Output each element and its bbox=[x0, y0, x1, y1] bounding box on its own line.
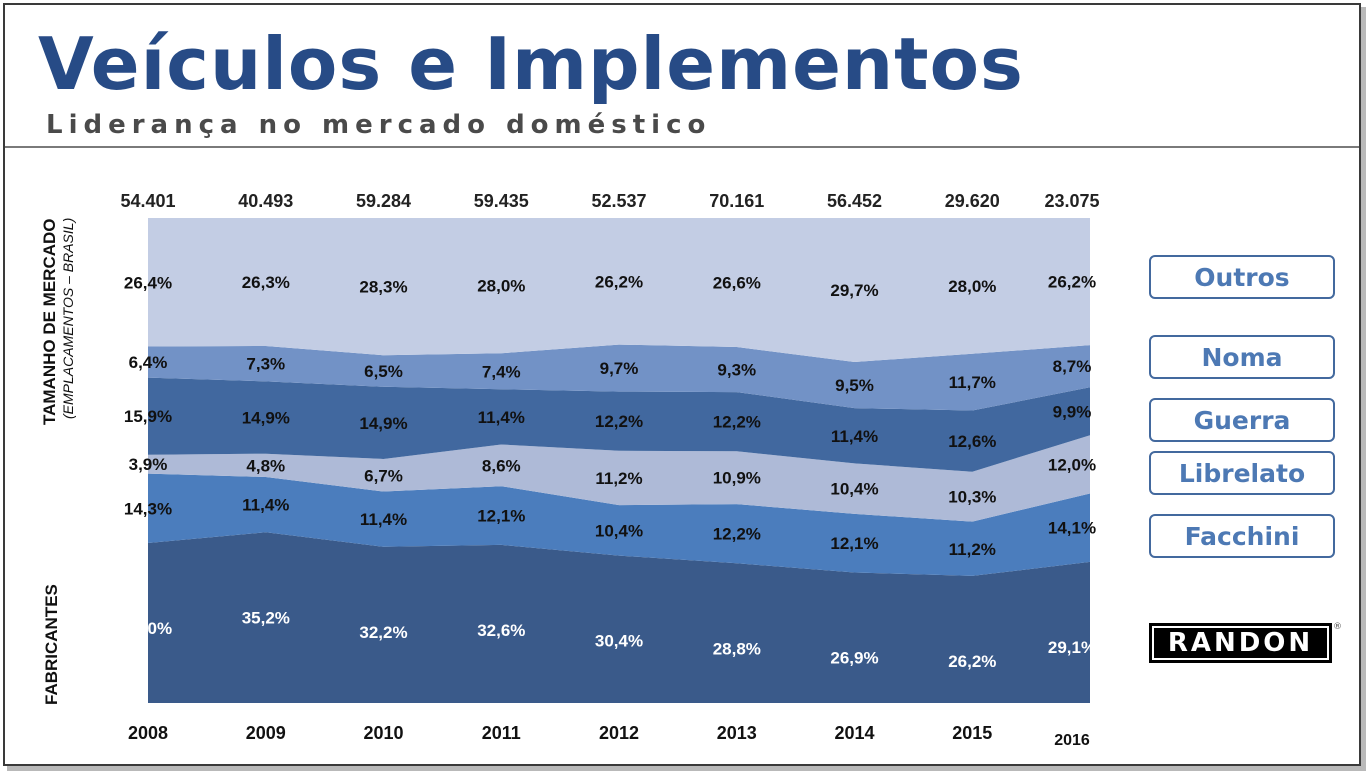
area-noma bbox=[148, 344, 1090, 411]
slide-subtitle: Liderança no mercado doméstico bbox=[46, 110, 712, 140]
value-label-librelato-2012: 11,2% bbox=[595, 469, 642, 488]
value-label-facchini-2014: 12,1% bbox=[830, 534, 878, 553]
total-label-2010: 59.284 bbox=[356, 191, 411, 211]
header-divider bbox=[5, 146, 1359, 148]
legend-outros: Outros bbox=[1149, 255, 1335, 299]
value-label-guerra-2016: 9,9% bbox=[1053, 402, 1092, 421]
value-label-librelato-2015: 10,3% bbox=[948, 488, 996, 507]
x-tick-2016: 2016 bbox=[1054, 732, 1090, 749]
value-label-noma-2012: 9,7% bbox=[600, 359, 639, 378]
total-label-2014: 56.452 bbox=[827, 191, 882, 211]
legend-guerra: Guerra bbox=[1149, 398, 1335, 442]
label-layer: 33,0% 35,2% 32,2% 32,6% 30,4% 28,8% 26,9% 26,2%… bbox=[120, 191, 1099, 749]
x-tick-2008: 2008 bbox=[128, 723, 168, 743]
value-label-outros-2011: 28,0% bbox=[477, 277, 525, 296]
value-label-outros-2015: 28,0% bbox=[948, 277, 996, 296]
area-librelato bbox=[148, 435, 1090, 522]
value-label-noma-2015: 11,7% bbox=[949, 373, 996, 392]
randon-logo: RANDON bbox=[1149, 623, 1332, 663]
value-label-guerra-2008: 15,9% bbox=[124, 407, 172, 426]
area-guerra bbox=[148, 377, 1090, 472]
value-label-randon-2010: 32,2% bbox=[359, 623, 407, 642]
value-label-facchini-2016: 14,1% bbox=[1048, 519, 1096, 538]
slide-title: Veículos e Implementos bbox=[38, 22, 1024, 106]
value-label-librelato-2010: 6,7% bbox=[364, 466, 403, 485]
randon-logo-text: RANDON bbox=[1152, 626, 1329, 660]
value-label-outros-2008: 26,4% bbox=[124, 273, 172, 292]
area-facchini bbox=[148, 473, 1090, 576]
value-label-outros-2013: 26,6% bbox=[713, 274, 761, 293]
value-label-randon-2016: 29,1% bbox=[1048, 638, 1096, 657]
frame-shadow-bottom bbox=[7, 766, 1366, 771]
value-label-outros-2009: 26,3% bbox=[242, 273, 290, 292]
total-label-2008: 54.401 bbox=[120, 191, 175, 211]
value-label-guerra-2010: 14,9% bbox=[359, 414, 407, 433]
value-label-librelato-2008: 3,9% bbox=[129, 455, 168, 474]
value-label-randon-2011: 32,6% bbox=[477, 621, 525, 640]
total-label-2011: 59.435 bbox=[474, 191, 529, 211]
value-label-outros-2014: 29,7% bbox=[830, 281, 878, 300]
area-outros bbox=[148, 218, 1090, 362]
value-label-randon-2008: 33,0% bbox=[124, 619, 172, 638]
value-label-randon-2009: 35,2% bbox=[242, 608, 290, 627]
value-label-guerra-2009: 14,9% bbox=[242, 409, 290, 428]
value-label-facchini-2015: 11,2% bbox=[949, 540, 996, 559]
legend-facchini: Facchini bbox=[1149, 514, 1335, 558]
value-label-librelato-2014: 10,4% bbox=[830, 480, 878, 499]
frame-shadow-right bbox=[1361, 7, 1366, 769]
value-label-librelato-2011: 8,6% bbox=[482, 456, 521, 475]
value-label-librelato-2016: 12,0% bbox=[1048, 455, 1096, 474]
legend-librelato: Librelato bbox=[1149, 451, 1335, 495]
value-label-noma-2010: 6,5% bbox=[364, 362, 403, 381]
x-tick-2015: 2015 bbox=[952, 723, 992, 743]
total-label-2009: 40.493 bbox=[238, 191, 293, 211]
total-label-2012: 52.537 bbox=[591, 191, 646, 211]
value-label-guerra-2014: 11,4% bbox=[831, 427, 878, 446]
x-tick-2009: 2009 bbox=[246, 723, 286, 743]
total-label-2015: 29.620 bbox=[945, 191, 1000, 211]
value-label-guerra-2011: 11,4% bbox=[478, 408, 525, 427]
value-label-noma-2013: 9,3% bbox=[717, 361, 756, 380]
value-label-facchini-2009: 11,4% bbox=[242, 496, 289, 515]
value-label-outros-2016: 26,2% bbox=[1048, 273, 1096, 292]
value-label-outros-2012: 26,2% bbox=[595, 272, 643, 291]
value-label-randon-2012: 30,4% bbox=[595, 632, 643, 651]
x-tick-2013: 2013 bbox=[717, 723, 757, 743]
value-label-facchini-2010: 11,4% bbox=[360, 510, 407, 529]
value-label-librelato-2013: 10,9% bbox=[713, 469, 761, 488]
value-label-noma-2008: 6,4% bbox=[129, 353, 168, 372]
value-label-noma-2011: 7,4% bbox=[482, 362, 521, 381]
registered-mark: ® bbox=[1333, 622, 1342, 632]
value-label-facchini-2012: 10,4% bbox=[595, 521, 643, 540]
legend-noma: Noma bbox=[1149, 335, 1335, 379]
value-label-facchini-2013: 12,2% bbox=[713, 525, 761, 544]
value-label-librelato-2009: 4,8% bbox=[246, 456, 285, 475]
value-label-noma-2009: 7,3% bbox=[246, 355, 285, 374]
value-label-noma-2016: 8,7% bbox=[1053, 357, 1092, 376]
value-label-randon-2015: 26,2% bbox=[948, 652, 996, 671]
x-tick-2012: 2012 bbox=[599, 723, 639, 743]
value-label-outros-2010: 28,3% bbox=[359, 278, 407, 297]
total-label-2016: 23.075 bbox=[1044, 191, 1099, 211]
value-label-facchini-2008: 14,3% bbox=[124, 499, 172, 518]
value-label-facchini-2011: 12,1% bbox=[477, 507, 525, 526]
x-tick-2014: 2014 bbox=[834, 723, 874, 743]
area-randon bbox=[148, 532, 1090, 703]
value-label-noma-2014: 9,5% bbox=[835, 376, 874, 395]
value-label-randon-2014: 26,9% bbox=[830, 649, 878, 668]
x-tick-2010: 2010 bbox=[363, 723, 403, 743]
total-label-2013: 70.161 bbox=[709, 191, 764, 211]
value-label-randon-2013: 28,8% bbox=[713, 639, 761, 658]
x-tick-2011: 2011 bbox=[482, 723, 521, 743]
value-label-guerra-2012: 12,2% bbox=[595, 412, 643, 431]
area-layer bbox=[148, 218, 1090, 703]
value-label-guerra-2015: 12,6% bbox=[948, 432, 996, 451]
value-label-guerra-2013: 12,2% bbox=[713, 413, 761, 432]
